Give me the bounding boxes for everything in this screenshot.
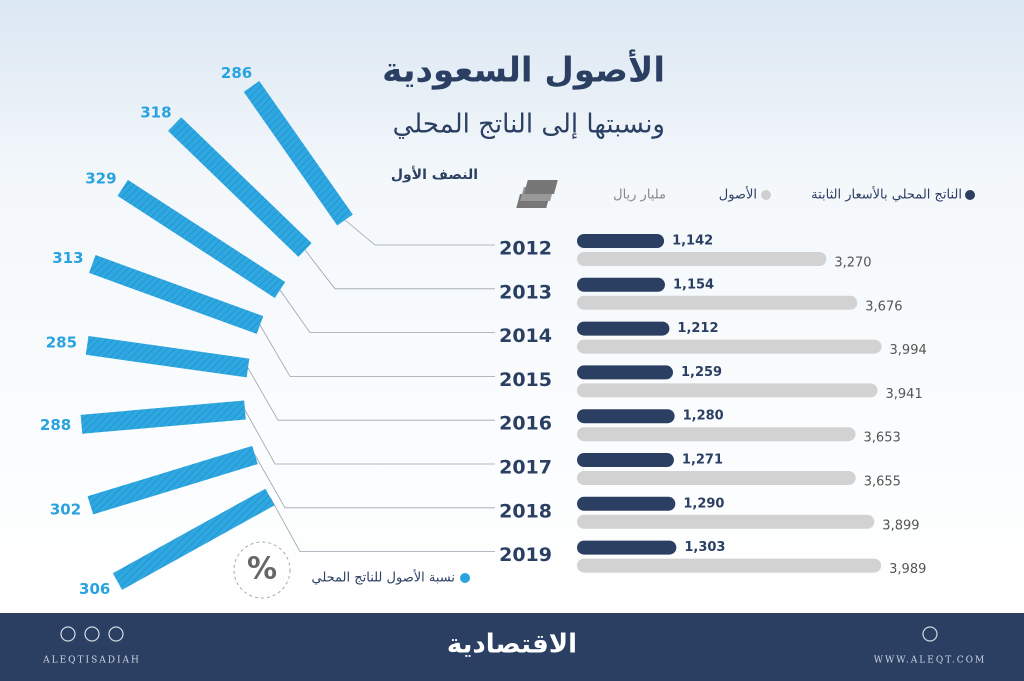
bar <box>577 453 674 467</box>
year-label: 2017 <box>499 457 552 479</box>
value-label: 3,941 <box>886 387 923 402</box>
social-icons <box>60 626 938 642</box>
bar <box>577 277 665 292</box>
connector <box>344 219 495 246</box>
bar <box>577 558 882 573</box>
ratio-label: 302 <box>50 501 81 519</box>
ratio-label: 285 <box>46 334 77 352</box>
bar <box>577 252 827 266</box>
bar <box>577 383 878 398</box>
money-icon <box>516 180 558 208</box>
ratio-label: 318 <box>140 103 171 121</box>
value-label: 3,994 <box>890 343 927 358</box>
value-label: 3,899 <box>882 518 919 533</box>
value-label: 1,259 <box>681 365 722 380</box>
ratio-bar <box>80 400 246 434</box>
ratio-label: 286 <box>221 64 252 82</box>
bar <box>577 427 856 442</box>
bar <box>577 365 673 380</box>
value-label: 1,212 <box>677 321 718 336</box>
ratio-bar <box>243 81 353 226</box>
value-label: 1,280 <box>683 409 724 424</box>
ratio-bar <box>89 255 264 334</box>
year-label: 2012 <box>499 238 552 260</box>
footer-brand: الاقتصادية <box>447 630 577 660</box>
bar <box>577 496 676 511</box>
connector <box>259 324 495 377</box>
unit-label: مليار ريال <box>613 188 666 203</box>
value-label: 1,142 <box>672 234 713 249</box>
legend-dot <box>460 573 470 583</box>
value-label: 3,653 <box>864 431 901 446</box>
legend-dot <box>965 190 975 200</box>
connector <box>279 289 495 334</box>
connector <box>254 454 495 509</box>
ratio-bar <box>117 179 286 298</box>
ratio-bar <box>168 117 312 257</box>
year-label: 2013 <box>499 281 552 303</box>
ratio-bar <box>87 445 258 515</box>
year-label: 2016 <box>499 413 552 435</box>
bar <box>577 321 670 336</box>
ratio-label: 306 <box>79 580 110 598</box>
bar <box>577 295 858 310</box>
connector <box>304 249 495 290</box>
legend-label: الناتج المحلي بالأسعار الثابتة <box>811 186 962 203</box>
year-label: 2014 <box>499 325 552 347</box>
value-label: 1,271 <box>682 453 723 468</box>
title: الأصول السعودية <box>382 49 665 91</box>
year-label: 2019 <box>499 544 552 566</box>
ratio-label: 288 <box>40 416 71 434</box>
legend-dot <box>761 190 771 200</box>
period-note: النصف الأول <box>391 166 478 183</box>
value-label: 1,303 <box>684 540 725 555</box>
bar <box>577 514 875 529</box>
year-label: 2015 <box>499 369 552 391</box>
value-label: 1,290 <box>683 496 724 511</box>
footer-site: WWW.ALEQT.COM <box>874 656 986 666</box>
bar <box>577 339 882 354</box>
value-label: 3,655 <box>864 475 901 490</box>
connector <box>244 409 495 465</box>
ratio-bar <box>85 335 250 378</box>
ratio-label: 313 <box>52 249 83 267</box>
year-label: 2018 <box>499 500 552 522</box>
ratio-label: 329 <box>85 170 116 188</box>
value-label: 3,676 <box>865 299 902 314</box>
ratio-bar <box>112 488 275 590</box>
legend-label: الأصول <box>719 186 757 203</box>
connector <box>247 367 495 421</box>
percent-symbol: % <box>247 552 277 587</box>
bar <box>577 409 675 424</box>
subtitle: ونسبتها إلى الناتج المحلي <box>393 110 665 140</box>
value-label: 3,270 <box>834 256 871 271</box>
footer-handle: ALEQTISADIAH <box>42 656 141 666</box>
percent-badge <box>233 541 291 599</box>
legend-label: نسبة الأصول للناتج المحلي <box>311 569 455 586</box>
bar <box>577 471 856 485</box>
connector <box>269 496 495 552</box>
bar <box>577 234 665 248</box>
value-label: 1,154 <box>673 277 714 292</box>
bar <box>577 540 677 555</box>
value-label: 3,989 <box>889 562 926 577</box>
footer-band <box>0 613 1024 681</box>
